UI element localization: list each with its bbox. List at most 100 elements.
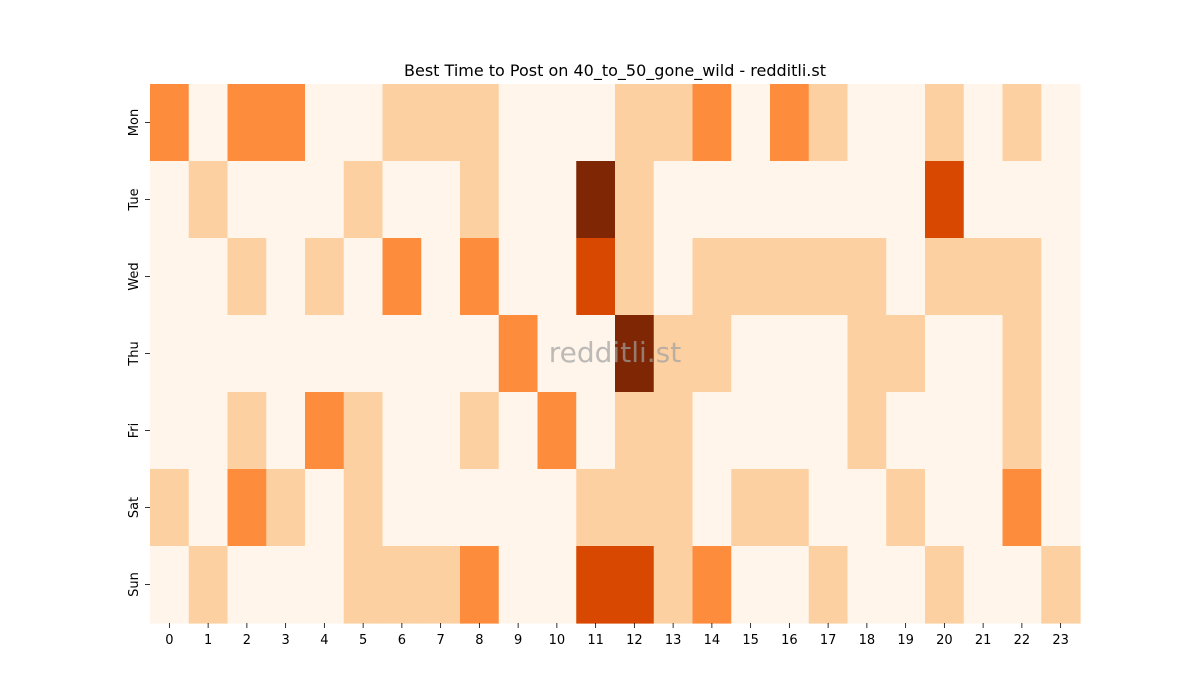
heatmap-cell xyxy=(1041,161,1081,239)
heatmap-cell xyxy=(886,469,926,547)
heatmap-cell xyxy=(770,315,810,393)
heatmap-cell xyxy=(847,469,887,547)
heatmap-cell xyxy=(653,161,694,239)
heatmap-cell xyxy=(692,546,732,624)
x-tick-label: 3 xyxy=(281,633,289,648)
heatmap-cell xyxy=(150,546,190,624)
heatmap-cell xyxy=(963,315,1004,393)
x-tick-label: 17 xyxy=(820,633,837,648)
heatmap-cell xyxy=(1041,315,1081,393)
heatmap-cell xyxy=(343,315,384,393)
heatmap-cell xyxy=(150,84,190,162)
heatmap-cell xyxy=(847,84,887,162)
heatmap-cell xyxy=(692,315,732,393)
heatmap-cell xyxy=(227,469,267,547)
heatmap-cell xyxy=(615,469,655,547)
heatmap-cell xyxy=(653,392,694,470)
heatmap-cell xyxy=(1002,315,1042,393)
heatmap-cell xyxy=(1041,238,1081,316)
heatmap-cell xyxy=(808,84,849,162)
heatmap-cell xyxy=(498,84,539,162)
heatmap-cell xyxy=(343,392,384,470)
heatmap-cell xyxy=(188,161,229,239)
x-tick-label: 18 xyxy=(859,633,876,648)
heatmap-cell xyxy=(1002,546,1042,624)
x-tick-label: 22 xyxy=(1014,633,1031,648)
heatmap-cell xyxy=(498,315,539,393)
x-tick-label: 21 xyxy=(975,633,992,648)
heatmap-cell xyxy=(421,161,461,239)
heatmap-cell xyxy=(731,315,771,393)
heatmap-cell xyxy=(343,469,384,547)
heatmap-cell xyxy=(421,238,461,316)
heatmap-cell xyxy=(925,546,965,624)
heatmap-cell xyxy=(653,84,694,162)
heatmap-cell xyxy=(1002,392,1042,470)
heatmap-cell xyxy=(692,238,732,316)
heatmap-cell xyxy=(1002,238,1042,316)
heatmap-cell xyxy=(460,238,500,316)
heatmap-cell xyxy=(692,84,732,162)
heatmap-cell xyxy=(150,161,190,239)
heatmap-cell xyxy=(615,315,655,393)
heatmap-cell xyxy=(847,238,887,316)
heatmap-cell xyxy=(963,238,1004,316)
heatmap-cell xyxy=(421,546,461,624)
heatmap-cell xyxy=(537,315,577,393)
heatmap-cell xyxy=(382,546,422,624)
heatmap-cell xyxy=(692,469,732,547)
watermark-text: redditli.st xyxy=(549,336,681,369)
heatmap-cell xyxy=(188,315,229,393)
x-tick-label: 11 xyxy=(587,633,604,648)
heatmap-cell xyxy=(421,469,461,547)
heatmap-cell xyxy=(227,238,267,316)
heatmap-cell xyxy=(615,84,655,162)
heatmap-cell xyxy=(227,546,267,624)
heatmap-cell xyxy=(382,238,422,316)
heatmap-cell xyxy=(653,238,694,316)
heatmap-cell xyxy=(847,315,887,393)
heatmap-cell xyxy=(1041,84,1081,162)
heatmap-cell xyxy=(305,161,345,239)
y-tick-label: Sat xyxy=(127,497,142,518)
heatmap-cell xyxy=(808,161,849,239)
heatmap-cell xyxy=(382,392,422,470)
heatmap-cell xyxy=(770,546,810,624)
y-tick-label: Mon xyxy=(127,109,142,136)
heatmap-cell xyxy=(847,392,887,470)
heatmap-cell xyxy=(576,238,616,316)
heatmap-cell xyxy=(692,161,732,239)
heatmap-cell xyxy=(1002,469,1042,547)
heatmap-cell xyxy=(421,392,461,470)
heatmap-cell xyxy=(808,546,849,624)
heatmap-cell xyxy=(1041,469,1081,547)
heatmap-cell xyxy=(188,546,229,624)
y-tick-label: Sun xyxy=(127,572,142,597)
x-tick-label: 13 xyxy=(665,633,682,648)
heatmap-cell xyxy=(266,469,306,547)
y-axis: Mon Tue Wed Thu Fri Sat Sun xyxy=(127,109,150,597)
heatmap-cell xyxy=(576,315,616,393)
heatmap-cell xyxy=(498,161,539,239)
x-tick-label: 1 xyxy=(204,633,212,648)
heatmap-cell xyxy=(653,546,694,624)
heatmap-cell xyxy=(498,546,539,624)
heatmap-cell xyxy=(150,315,190,393)
heatmap-cell xyxy=(382,161,422,239)
heatmap-cell xyxy=(266,546,306,624)
heatmap-cell xyxy=(731,392,771,470)
x-tick-label: 7 xyxy=(436,633,444,648)
heatmap-cell xyxy=(498,469,539,547)
heatmap-cell xyxy=(266,315,306,393)
heatmap-cell xyxy=(576,392,616,470)
heatmap-cell xyxy=(731,238,771,316)
heatmap-cell xyxy=(188,238,229,316)
x-tick-label: 9 xyxy=(514,633,522,648)
x-tick-label: 6 xyxy=(398,633,406,648)
heatmap-cell xyxy=(227,315,267,393)
heatmap-cell xyxy=(305,392,345,470)
heatmap-cell xyxy=(343,161,384,239)
chart-title: Best Time to Post on 40_to_50_gone_wild … xyxy=(404,61,826,81)
heatmap-cells xyxy=(150,84,1081,624)
heatmap-cell xyxy=(305,238,345,316)
